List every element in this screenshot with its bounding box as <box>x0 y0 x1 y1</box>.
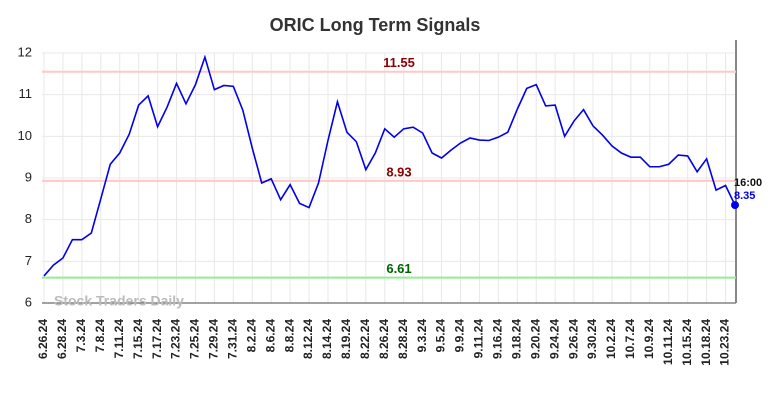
y-tick-label: 10 <box>18 128 32 143</box>
x-tick-label: 7.3.24 <box>74 319 88 353</box>
x-tick-label: 9.24.24 <box>547 319 561 359</box>
x-tick-label: 8.22.24 <box>358 319 372 359</box>
y-tick-label: 8 <box>25 211 32 226</box>
last-point <box>731 201 739 210</box>
y-tick-label: 12 <box>18 44 32 59</box>
x-tick-label: 7.23.24 <box>169 319 183 359</box>
x-tick-label: 8.28.24 <box>396 319 410 359</box>
x-tick-label: 6.26.24 <box>36 319 50 359</box>
x-tick-label: 6.28.24 <box>55 319 69 359</box>
x-tick-label: 10.11.24 <box>661 319 675 365</box>
x-tick-label: 7.11.24 <box>112 319 126 359</box>
x-tick-label: 10.15.24 <box>680 319 694 366</box>
x-tick-label: 8.14.24 <box>320 319 334 359</box>
y-tick-label: 11 <box>19 86 33 101</box>
x-tick-label: 8.8.24 <box>282 319 296 353</box>
x-tick-label: 7.17.24 <box>150 319 164 359</box>
x-tick-label: 7.31.24 <box>225 319 239 359</box>
x-tick-label: 7.8.24 <box>93 319 107 353</box>
signal-label: 8.93 <box>386 164 411 179</box>
x-tick-label: 9.18.24 <box>509 319 523 359</box>
y-tick-label: 6 <box>25 294 32 309</box>
x-tick-label: 10.9.24 <box>642 319 656 359</box>
x-tick-label: 7.29.24 <box>207 319 221 359</box>
signal-label: 11.55 <box>383 55 415 70</box>
x-tick-label: 10.18.24 <box>699 319 713 366</box>
y-tick-label: 9 <box>25 169 32 184</box>
x-tick-label: 7.25.24 <box>188 319 202 359</box>
x-tick-label: 10.2.24 <box>604 319 618 359</box>
last-value: 8.35 <box>734 190 755 202</box>
last-time: 16:00 <box>734 177 762 189</box>
x-tick-label: 9.11.24 <box>472 319 486 359</box>
watermark: Stock Traders Daily <box>54 293 184 309</box>
y-tick-label: 7 <box>25 253 32 268</box>
price-line <box>43 54 736 277</box>
x-tick-label: 8.12.24 <box>301 319 315 359</box>
signal-label: 6.61 <box>386 261 411 276</box>
x-tick-label: 8.26.24 <box>377 319 391 359</box>
x-tick-label: 10.7.24 <box>623 319 637 359</box>
x-tick-label: 9.20.24 <box>528 319 542 359</box>
x-tick-label: 9.3.24 <box>415 319 429 353</box>
x-tick-label: 10.23.24 <box>718 319 732 366</box>
x-tick-label: 9.9.24 <box>453 319 467 353</box>
x-tick-label: 7.15.24 <box>131 319 145 359</box>
x-tick-label: 8.2.24 <box>244 319 258 353</box>
chart-title: ORIC Long Term Signals <box>270 15 481 35</box>
x-tick-label: 9.5.24 <box>434 319 448 353</box>
x-tick-label: 9.26.24 <box>566 319 580 359</box>
x-tick-label: 9.30.24 <box>585 319 599 359</box>
x-tick-label: 9.16.24 <box>491 319 505 359</box>
x-tick-label: 8.19.24 <box>339 319 353 359</box>
x-tick-label: 8.6.24 <box>263 319 277 353</box>
